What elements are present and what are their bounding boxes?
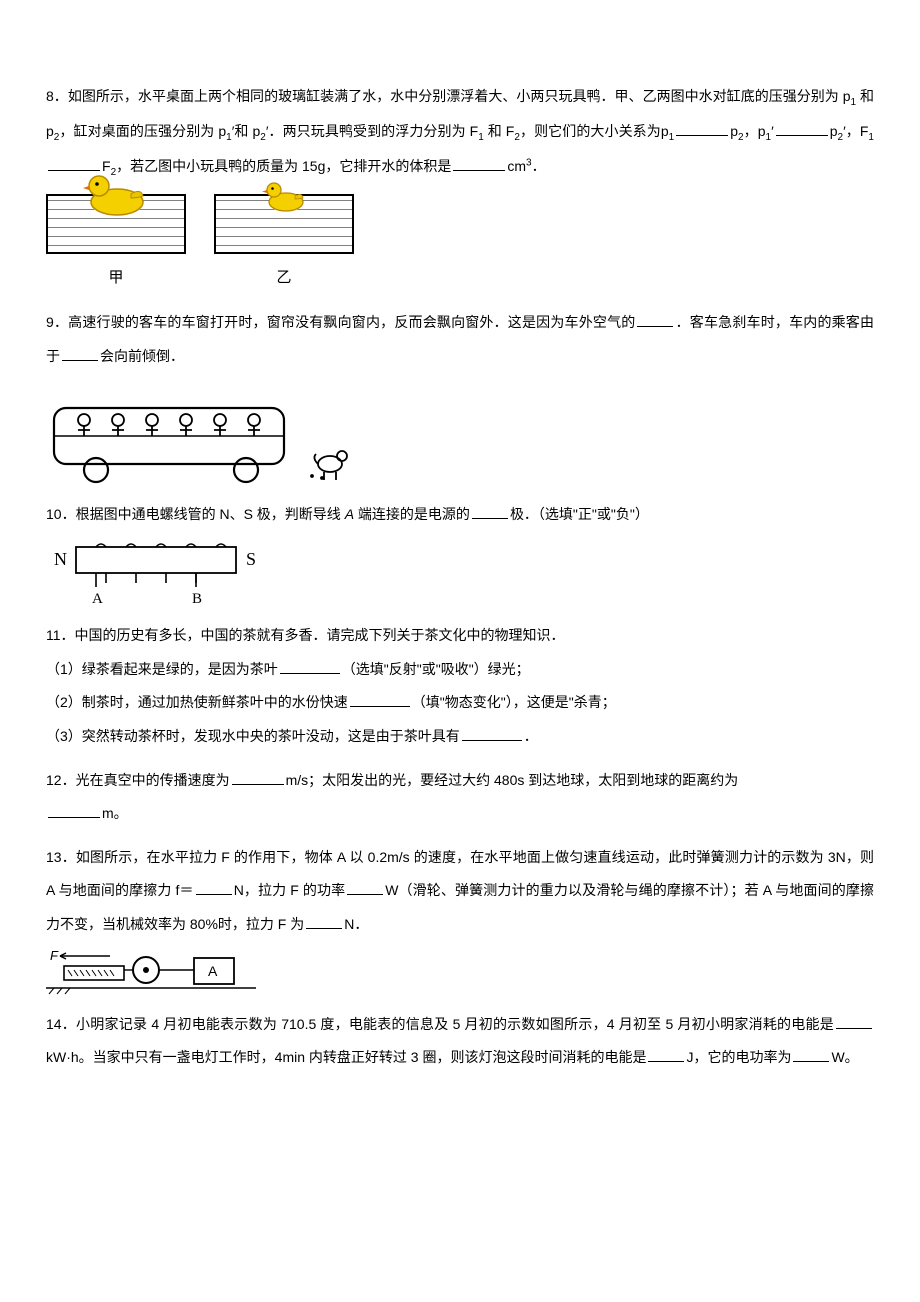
question-11: 11．中国的历史有多长，中国的茶就有多香．请完成下列关于茶文化中的物理知识． （…	[46, 619, 874, 753]
q12-text2: m。	[46, 797, 874, 831]
blank-q13-2[interactable]	[347, 881, 383, 895]
q12-t1: 12．光在真空中的传播速度为	[46, 772, 230, 788]
q14-t2: kW·h。当家中只有一盏电灯工作时，4min 内转盘正好转过 3 圈，则该灯泡这…	[46, 1049, 646, 1065]
q11-p1a: （1）绿茶看起来是绿的，是因为茶叶	[46, 661, 278, 677]
q13-t2: N，拉力 F 的功率	[234, 882, 346, 898]
q10-t2: 端连接的是电源的	[354, 506, 470, 522]
q11-p3a: （3）突然转动茶杯时，发现水中央的茶叶没动，这是由于茶叶具有	[46, 728, 460, 744]
q14-text: 14．小明家记录 4 月初电能表示数为 710.5 度，电能表的信息及 5 月初…	[46, 1008, 874, 1075]
q10-t3: 极．（选填"正"或"负"）	[510, 506, 649, 522]
q8-prr2: ′，F	[843, 123, 868, 139]
q11-p1b: （选填"反射"或"吸收"）绿光；	[342, 661, 530, 677]
blank-q11-3[interactable]	[462, 727, 522, 741]
blank-q8-1[interactable]	[676, 122, 728, 136]
tank-jia	[46, 194, 186, 254]
blank-q11-1[interactable]	[280, 660, 340, 674]
sub-s1: 1	[669, 132, 675, 143]
label-N: N	[54, 549, 67, 569]
q10-A: A	[345, 506, 354, 522]
q8-b1a: p	[730, 123, 738, 139]
label-yi: 乙	[214, 260, 354, 296]
q12-t2: m/s；太阳发出的光，要经过大约 480s 到达地球，太阳到地球的距离约为	[286, 772, 739, 788]
pulley-icon: F A	[46, 948, 256, 998]
duck-small-icon	[262, 178, 306, 212]
bus-icon	[46, 386, 366, 486]
blank-q11-2[interactable]	[350, 693, 410, 707]
q11-p3: （3）突然转动茶杯时，发现水中央的茶叶没动，这是由于茶叶具有 ．	[46, 720, 874, 754]
q9-t1: 9．高速行驶的客车的车窗打开时，窗帘没有飘向窗内，反而会飘向窗外．这是因为车外空…	[46, 314, 635, 330]
q13-figure: F A	[46, 948, 874, 998]
q11-p2: （2）制茶时，通过加热使新鲜茶叶中的水份快速 （填"物态变化"），这便是"杀青；	[46, 686, 874, 720]
q11-prefix: 11．中国的历史有多长，中国的茶就有多香．请完成下列关于茶文化中的物理知识．	[46, 619, 874, 653]
q8-pr2: ′．两只玩具鸭受到的浮力分别为 F	[266, 123, 478, 139]
q14-t4: W。	[831, 1049, 858, 1065]
q10-text: 10．根据图中通电螺线管的 N、S 极，判断导线 A 端连接的是电源的 极．（选填…	[46, 498, 874, 532]
question-12: 12．光在真空中的传播速度为 m/s；太阳发出的光，要经过大约 480s 到达地球…	[46, 764, 874, 831]
q13-text: 13．如图所示，在水平拉力 F 的作用下，物体 A 以 0.2m/s 的速度，在…	[46, 841, 874, 942]
q13-t4: N．	[344, 916, 368, 932]
tank-jia-wrap: 甲	[46, 194, 186, 296]
q8-t4: ，若乙图中小玩具鸭的质量为 15g，它排开水的体积是	[116, 158, 451, 174]
duck-large-icon	[83, 170, 149, 216]
sub-sf1: 1	[868, 132, 874, 143]
q11-p3b: ．	[524, 728, 538, 744]
q8-prr1: ′	[771, 123, 774, 139]
blank-q14-3[interactable]	[793, 1048, 829, 1062]
question-8: 8．如图所示，水平桌面上两个相同的玻璃缸装满了水，水中分别漂浮着大、小两只玩具鸭…	[46, 80, 874, 296]
blank-q9-1[interactable]	[637, 313, 673, 327]
blank-q12-1[interactable]	[232, 771, 284, 785]
blank-q8-2[interactable]	[776, 122, 828, 136]
blank-q14-1[interactable]	[836, 1015, 872, 1029]
q8-pr1: ′和 p	[232, 123, 261, 139]
question-14: 14．小明家记录 4 月初电能表示数为 710.5 度，电能表的信息及 5 月初…	[46, 1008, 874, 1075]
solenoid-icon: N S A B	[46, 539, 266, 609]
q8-c1: ，p	[744, 123, 766, 139]
q14-t3: J，它的电功率为	[686, 1049, 791, 1065]
q10-t1: 10．根据图中通电螺线管的 N、S 极，判断导线	[46, 506, 345, 522]
q9-figure	[46, 386, 874, 486]
q12-text: 12．光在真空中的传播速度为 m/s；太阳发出的光，要经过大约 480s 到达地球…	[46, 764, 874, 798]
q11-p2a: （2）制茶时，通过加热使新鲜茶叶中的水份快速	[46, 694, 348, 710]
question-10: 10．根据图中通电螺线管的 N、S 极，判断导线 A 端连接的是电源的 极．（选填…	[46, 498, 874, 610]
label-B-term: B	[192, 591, 202, 607]
question-9: 9．高速行驶的客车的车窗打开时，窗帘没有飘向窗内，反而会飘向窗外．这是因为车外空…	[46, 306, 874, 485]
q14-t1: 14．小明家记录 4 月初电能表示数为 710.5 度，电能表的信息及 5 月初…	[46, 1016, 834, 1032]
tank-yi	[214, 194, 354, 254]
q9-text: 9．高速行驶的客车的车窗打开时，窗帘没有飘向窗内，反而会飘向窗外．这是因为车外空…	[46, 306, 874, 373]
label-A-block: A	[208, 963, 218, 979]
dog-icon	[311, 451, 347, 480]
blank-q13-3[interactable]	[306, 915, 342, 929]
q9-t3: 会向前倾倒．	[100, 348, 184, 364]
label-S: S	[246, 549, 256, 569]
blank-q10-1[interactable]	[472, 505, 508, 519]
blank-q12-2[interactable]	[48, 804, 100, 818]
q8-unit: cm	[507, 158, 526, 174]
label-jia: 甲	[46, 260, 186, 296]
blank-q9-2[interactable]	[62, 347, 98, 361]
q11-p2b: （填"物态变化"），这便是"杀青；	[412, 694, 616, 710]
q12-t3: m。	[102, 805, 128, 821]
q8-t1: 8．如图所示，水平桌面上两个相同的玻璃缸装满了水，水中分别漂浮着大、小两只玩具鸭…	[46, 88, 851, 104]
label-A-term: A	[92, 591, 103, 607]
q8-andF: 和 F	[484, 123, 515, 139]
q8-b2a: p	[830, 123, 838, 139]
q8-text: 8．如图所示，水平桌面上两个相同的玻璃缸装满了水，水中分别漂浮着大、小两只玩具鸭…	[46, 80, 874, 184]
q8-t3: ，则它们的大小关系为p	[520, 123, 669, 139]
q10-figure: N S A B	[46, 539, 874, 609]
question-13: 13．如图所示，在水平拉力 F 的作用下，物体 A 以 0.2m/s 的速度，在…	[46, 841, 874, 998]
q8-figure: 甲 乙	[46, 194, 874, 296]
tank-yi-wrap: 乙	[214, 194, 354, 296]
label-F: F	[50, 948, 59, 963]
q8-t2: ，缸对桌面的压强分别为 p	[59, 123, 226, 139]
q8-dot: ．	[532, 158, 546, 174]
blank-q13-1[interactable]	[196, 881, 232, 895]
blank-q8-4[interactable]	[453, 157, 505, 171]
q11-p1: （1）绿茶看起来是绿的，是因为茶叶 （选填"反射"或"吸收"）绿光；	[46, 653, 874, 687]
blank-q8-3[interactable]	[48, 157, 100, 171]
blank-q14-2[interactable]	[648, 1048, 684, 1062]
